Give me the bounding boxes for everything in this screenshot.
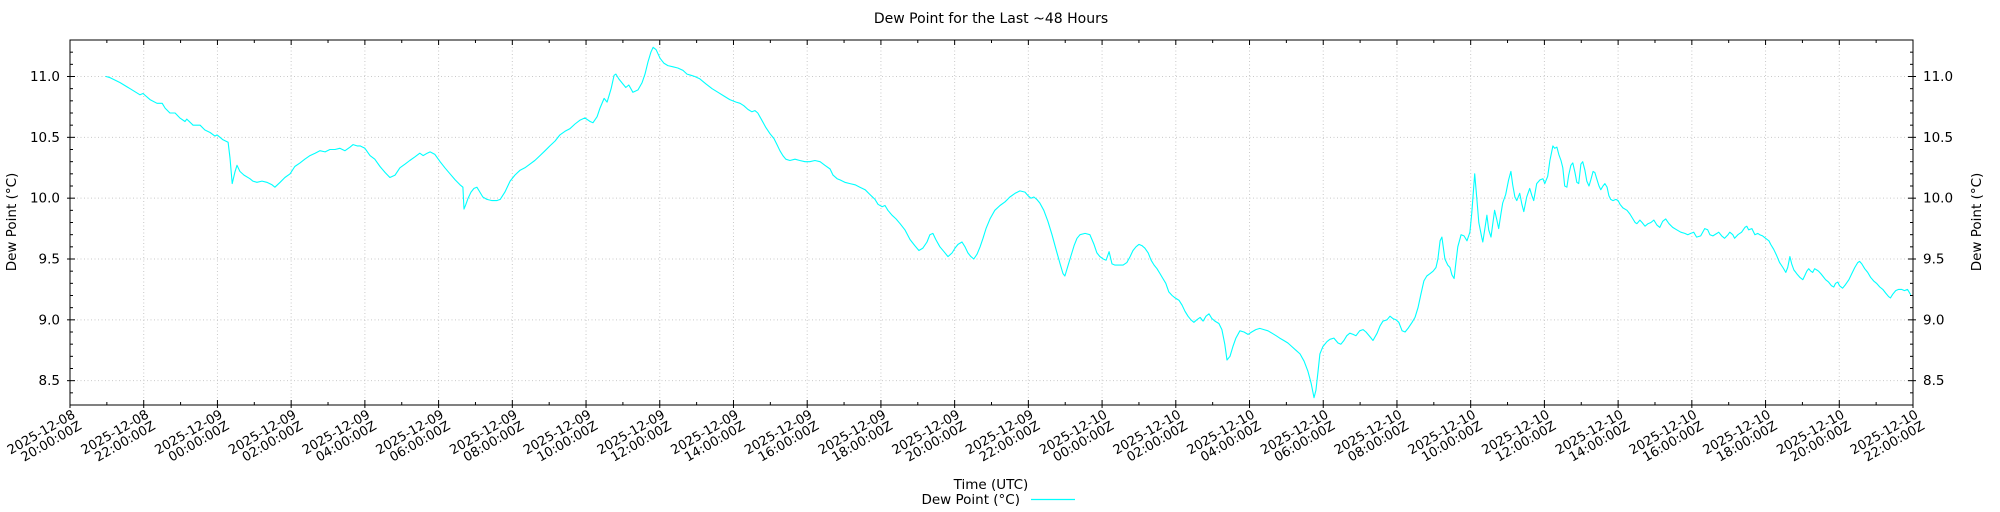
x-tick-label: 2025-12-0920:00:00Z xyxy=(890,407,970,469)
legend: Dew Point (°C) xyxy=(921,492,1075,508)
x-tick-label-text: 2025-12-1000:00:00Z xyxy=(1037,407,1117,469)
x-tick-label-text: 2025-12-0900:00:00Z xyxy=(153,407,233,469)
y-tick-label-right: 11.0 xyxy=(1923,69,1953,85)
x-tick-label-text: 2025-12-0904:00:00Z xyxy=(300,407,380,469)
x-axis-label: Time (UTC) xyxy=(953,477,1029,493)
y-axis-label-right: Dew Point (°C) xyxy=(1969,173,1985,272)
x-tick-label: 2025-12-0912:00:00Z xyxy=(595,407,675,469)
x-tick-label-text: 2025-12-0916:00:00Z xyxy=(742,407,822,469)
x-tick-label-text: 2025-12-0912:00:00Z xyxy=(595,407,675,469)
x-tick-label: 2025-12-0922:00:00Z xyxy=(963,407,1043,469)
x-tick-label: 2025-12-0918:00:00Z xyxy=(816,407,896,469)
y-tick-label-right: 8.5 xyxy=(1923,373,1944,389)
x-tick-label: 2025-12-1020:00:00Z xyxy=(1774,407,1854,469)
x-tick-label: 2025-12-0900:00:00Z xyxy=(153,407,233,469)
x-tick-label-text: 2025-12-1004:00:00Z xyxy=(1185,407,1265,469)
x-tick-label: 2025-12-1010:00:00Z xyxy=(1406,407,1486,469)
x-tick-label-text: 2025-12-0910:00:00Z xyxy=(521,407,601,469)
dew-point-line xyxy=(105,46,1911,399)
x-tick-label: 2025-12-1012:00:00Z xyxy=(1479,407,1559,469)
legend-entry-label: Dew Point (°C) xyxy=(921,492,1020,508)
x-tick-label: 2025-12-0822:00:00Z xyxy=(79,407,159,469)
x-tick-label: 2025-12-1022:00:00Z xyxy=(1848,407,1928,469)
plot-area-border xyxy=(69,39,1914,406)
x-tick-label-text: 2025-12-0918:00:00Z xyxy=(816,407,896,469)
y-tick-label-left: 8.5 xyxy=(39,373,60,389)
x-tick-label-text: 2025-12-0908:00:00Z xyxy=(447,407,527,469)
x-tick-label-text: 2025-12-0922:00:00Z xyxy=(963,407,1043,469)
x-tick-label-text: 2025-12-1002:00:00Z xyxy=(1111,407,1191,469)
x-tick-label-text: 2025-12-0820:00:00Z xyxy=(5,407,85,469)
series xyxy=(105,46,1911,399)
axis-ticks xyxy=(67,39,1916,408)
tick-labels: 2025-12-0820:00:00Z2025-12-0822:00:00Z20… xyxy=(5,69,1953,469)
grid xyxy=(70,40,1913,405)
x-tick-label: 2025-12-1002:00:00Z xyxy=(1111,407,1191,469)
y-tick-label-left: 9.0 xyxy=(39,312,60,328)
y-tick-label-left: 10.0 xyxy=(30,191,60,207)
x-tick-label: 2025-12-0916:00:00Z xyxy=(742,407,822,469)
x-tick-label-text: 2025-12-0906:00:00Z xyxy=(374,407,454,469)
y-tick-label-left: 9.5 xyxy=(39,252,60,268)
y-tick-label-left: 10.5 xyxy=(30,130,60,146)
x-tick-label: 2025-12-0910:00:00Z xyxy=(521,407,601,469)
x-tick-label-text: 2025-12-0822:00:00Z xyxy=(79,407,159,469)
x-tick-label: 2025-12-1014:00:00Z xyxy=(1553,407,1633,469)
x-tick-label: 2025-12-1008:00:00Z xyxy=(1332,407,1412,469)
x-tick-label: 2025-12-1006:00:00Z xyxy=(1258,407,1338,469)
x-tick-label: 2025-12-0904:00:00Z xyxy=(300,407,380,469)
x-tick-label-text: 2025-12-0914:00:00Z xyxy=(669,407,749,469)
chart-title: Dew Point for the Last ~48 Hours xyxy=(874,11,1108,27)
y-tick-label-left: 11.0 xyxy=(30,69,60,85)
x-tick-label-text: 2025-12-1008:00:00Z xyxy=(1332,407,1412,469)
x-tick-label: 2025-12-1000:00:00Z xyxy=(1037,407,1117,469)
x-tick-label-text: 2025-12-1006:00:00Z xyxy=(1258,407,1338,469)
x-tick-label: 2025-12-1016:00:00Z xyxy=(1627,407,1707,469)
x-tick-label-text: 2025-12-1016:00:00Z xyxy=(1627,407,1707,469)
x-tick-label-text: 2025-12-1022:00:00Z xyxy=(1848,407,1928,469)
x-tick-label: 2025-12-1018:00:00Z xyxy=(1701,407,1781,469)
x-tick-label-text: 2025-12-1018:00:00Z xyxy=(1701,407,1781,469)
y-tick-label-right: 9.5 xyxy=(1923,252,1944,268)
x-tick-label-text: 2025-12-1020:00:00Z xyxy=(1774,407,1854,469)
x-tick-label-text: 2025-12-1014:00:00Z xyxy=(1553,407,1633,469)
x-tick-label-text: 2025-12-0920:00:00Z xyxy=(890,407,970,469)
x-tick-label: 2025-12-0914:00:00Z xyxy=(669,407,749,469)
x-tick-label-text: 2025-12-1012:00:00Z xyxy=(1479,407,1559,469)
y-tick-label-right: 9.0 xyxy=(1923,312,1944,328)
x-tick-label: 2025-12-1004:00:00Z xyxy=(1185,407,1265,469)
y-axis-label-left: Dew Point (°C) xyxy=(4,173,20,272)
x-tick-label: 2025-12-0902:00:00Z xyxy=(226,407,306,469)
x-tick-label: 2025-12-0906:00:00Z xyxy=(374,407,454,469)
x-tick-label-text: 2025-12-1010:00:00Z xyxy=(1406,407,1486,469)
y-tick-label-right: 10.5 xyxy=(1923,130,1953,146)
x-tick-label: 2025-12-0820:00:00Z xyxy=(5,407,85,469)
y-tick-label-right: 10.0 xyxy=(1923,191,1953,207)
x-tick-label: 2025-12-0908:00:00Z xyxy=(447,407,527,469)
x-tick-label-text: 2025-12-0902:00:00Z xyxy=(226,407,306,469)
